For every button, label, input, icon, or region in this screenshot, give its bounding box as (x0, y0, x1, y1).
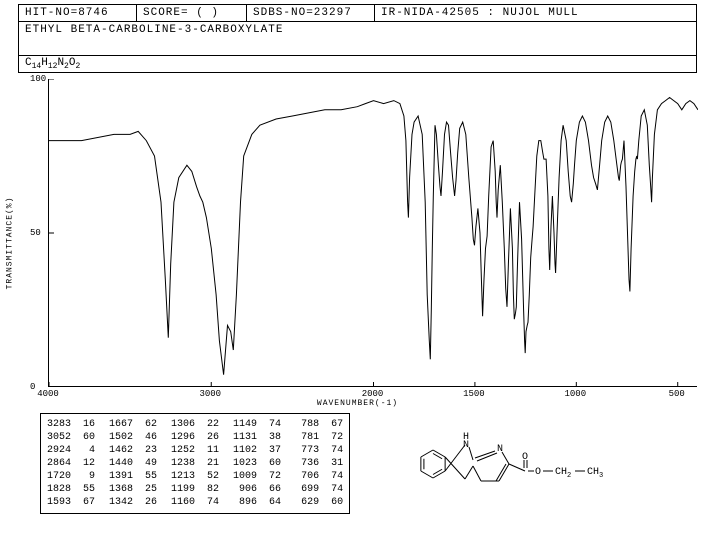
svg-text:H: H (463, 432, 469, 443)
ir-id: IR-NIDA-42505 : NUJOL MULL (375, 5, 696, 21)
x-tick: 1000 (565, 389, 587, 399)
compound-name: ETHYL BETA-CARBOLINE-3-CARBOXYLATE (18, 22, 697, 56)
structure-diagram: NHNOOCH2CH3 (368, 413, 697, 514)
svg-text:N: N (497, 444, 503, 455)
svg-text:CH: CH (555, 467, 567, 478)
formula: C14H12N2O2 (18, 56, 697, 73)
spectrum-chart: TRANSMITTANCE(%) 050100 4000300020001500… (18, 79, 697, 407)
hit-no: HIT-NO=8746 (19, 5, 137, 21)
y-tick: 100 (30, 74, 46, 84)
peak-column: 1667 62 1502 46 1462 23 1440 49 1391 55 … (109, 418, 157, 509)
y-axis-label: TRANSMITTANCE(%) (6, 197, 15, 290)
x-tick: 500 (669, 389, 685, 399)
x-tick: 2000 (362, 389, 384, 399)
peak-column: 3283 16 3052 60 2924 4 2864 12 1720 9 18… (47, 418, 95, 509)
spectrum-line (49, 79, 698, 387)
sdbs-no: SDBS-NO=23297 (247, 5, 375, 21)
x-axis-label: WAVENUMBER(-1) (317, 399, 398, 408)
molecule-svg: NHNOOCH2CH3 (413, 419, 653, 509)
x-tick: 4000 (37, 389, 59, 399)
y-tick: 0 (30, 382, 35, 392)
peak-column: 788 67 781 72 773 74 736 31 706 74 699 7… (295, 418, 343, 509)
svg-text:3: 3 (599, 472, 603, 480)
header-row: HIT-NO=8746 SCORE= ( ) SDBS-NO=23297 IR-… (18, 4, 697, 22)
peaks-table: 3283 16 3052 60 2924 4 2864 12 1720 9 18… (40, 413, 350, 514)
x-tick: 3000 (199, 389, 221, 399)
peak-column: 1306 22 1296 26 1252 11 1238 21 1213 52 … (171, 418, 219, 509)
y-tick: 50 (30, 228, 41, 238)
bottom-panel: 3283 16 3052 60 2924 4 2864 12 1720 9 18… (40, 413, 697, 514)
x-tick: 1500 (463, 389, 485, 399)
peak-column: 1149 74 1131 38 1102 37 1023 60 1009 72 … (233, 418, 281, 509)
svg-text:2: 2 (567, 472, 571, 480)
plot-area (48, 79, 697, 387)
score: SCORE= ( ) (137, 5, 247, 21)
svg-text:O: O (535, 467, 541, 478)
svg-text:CH: CH (587, 467, 599, 478)
